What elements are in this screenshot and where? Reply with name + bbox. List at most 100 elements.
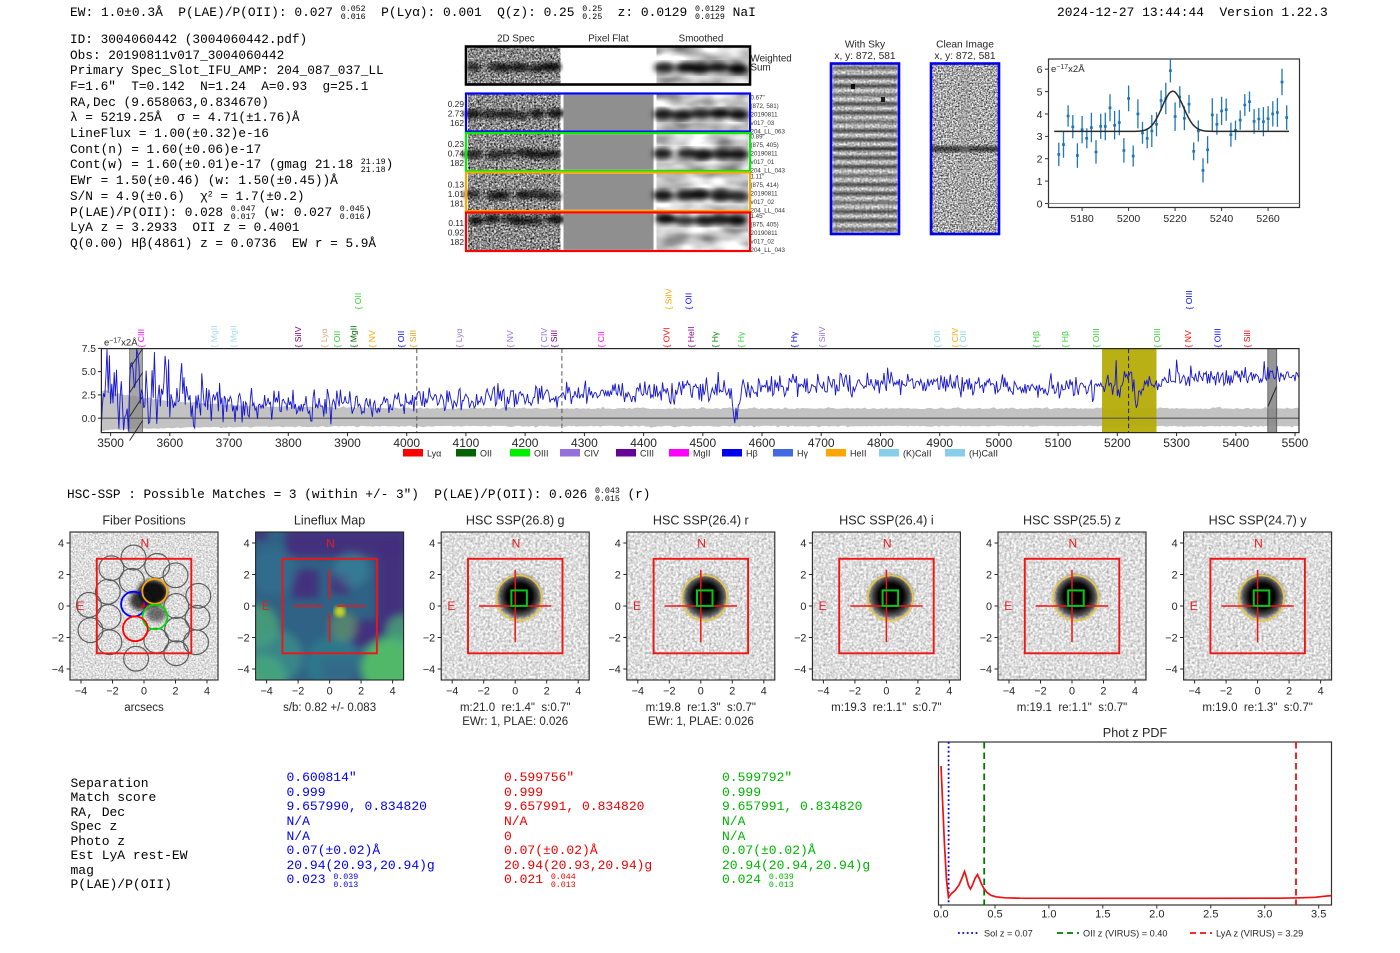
svg-text:4900: 4900 (926, 436, 953, 450)
svg-text:0.11: 0.11 (448, 218, 464, 228)
svg-text:−2: −2 (608, 632, 620, 644)
svg-text:0.29: 0.29 (448, 99, 465, 109)
svg-text:Phot z PDF: Phot z PDF (1103, 726, 1168, 740)
svg-text:5100: 5100 (1045, 436, 1072, 450)
svg-text:0: 0 (800, 601, 806, 613)
svg-text:2: 2 (58, 569, 64, 581)
svg-text:0.5: 0.5 (987, 909, 1002, 921)
svg-text:4500: 4500 (689, 436, 716, 450)
svg-text:−2: −2 (478, 686, 490, 698)
svg-text:{ OII: { OII (932, 331, 942, 348)
svg-text:−4: −4 (817, 686, 829, 698)
svg-text:−4: −4 (608, 664, 620, 676)
svg-text:2: 2 (729, 686, 735, 698)
svg-text:2.0: 2.0 (1149, 909, 1164, 921)
svg-text:204_LL_043: 204_LL_043 (751, 168, 786, 175)
svg-text:Sol z = 0.07: Sol z = 0.07 (984, 929, 1033, 939)
svg-text:1.5: 1.5 (1095, 909, 1110, 921)
svg-text:{ CII: { CII (596, 331, 606, 347)
svg-text:{ SiIV: { SiIV (664, 288, 674, 309)
svg-text:3700: 3700 (216, 436, 243, 450)
svg-text:{ MgII: { MgII (209, 326, 219, 348)
svg-text:182: 182 (450, 158, 464, 168)
svg-text:HSC SSP(26.8) g: HSC SSP(26.8) g (466, 514, 565, 528)
svg-text:0: 0 (244, 601, 250, 613)
svg-text:4: 4 (986, 538, 992, 550)
svg-text:5240: 5240 (1210, 213, 1234, 225)
svg-text:0.0: 0.0 (82, 414, 96, 425)
svg-text:2.73: 2.73 (448, 109, 465, 119)
svg-text:1.01: 1.01 (448, 189, 465, 199)
svg-text:2: 2 (1172, 569, 1178, 581)
svg-text:{ Hβ: { Hβ (1031, 331, 1041, 347)
svg-text:Lyα: Lyα (427, 449, 441, 459)
svg-text:OII z (VIRUS) = 0.40: OII z (VIRUS) = 0.40 (1083, 929, 1168, 939)
svg-text:−2: −2 (663, 686, 675, 698)
svg-text:−4: −4 (1188, 686, 1200, 698)
svg-text:5400: 5400 (1222, 436, 1249, 450)
svg-text:0: 0 (986, 601, 992, 613)
svg-text:Smoothed: Smoothed (679, 34, 724, 45)
svg-text:4: 4 (946, 686, 952, 698)
svg-text:204_LL_063: 204_LL_063 (751, 129, 786, 136)
svg-text:E: E (76, 599, 84, 613)
svg-text:20190811: 20190811 (751, 230, 779, 237)
svg-text:0: 0 (698, 686, 704, 698)
svg-text:0: 0 (1069, 686, 1075, 698)
svg-text:{ SiII: { SiII (408, 330, 418, 348)
svg-text:182: 182 (450, 237, 464, 247)
svg-text:E: E (1190, 599, 1198, 613)
svg-text:4: 4 (1132, 686, 1138, 698)
svg-text:OII: OII (480, 449, 492, 459)
svg-text:5260: 5260 (1256, 213, 1280, 225)
svg-text:0: 0 (141, 686, 147, 698)
svg-text:{ CIV: { CIV (539, 328, 549, 348)
svg-text:{ CIV: { CIV (950, 328, 960, 348)
svg-text:3500: 3500 (97, 436, 124, 450)
svg-text:Sum: Sum (751, 63, 771, 74)
svg-text:2: 2 (358, 686, 364, 698)
svg-text:m:19.3 re:1.1" s:0.7": m:19.3 re:1.1" s:0.7" (831, 702, 941, 714)
svg-text:m:21.0 re:1.4" s:0.7": m:21.0 re:1.4" s:0.7" (460, 702, 570, 714)
svg-text:Fiber Positions: Fiber Positions (102, 514, 185, 528)
svg-text:181: 181 (450, 199, 464, 209)
svg-text:0: 0 (512, 686, 518, 698)
svg-text:{ OII: { OII (396, 331, 406, 348)
svg-text:5180: 5180 (1070, 213, 1094, 225)
svg-text:{ NV: { NV (367, 330, 377, 347)
svg-text:2: 2 (429, 569, 435, 581)
svg-text:3: 3 (1037, 131, 1043, 143)
svg-text:2: 2 (544, 686, 550, 698)
svg-text:2: 2 (1100, 686, 1106, 698)
svg-text:CIII: CIII (640, 449, 654, 459)
svg-text:(875, 405): (875, 405) (751, 142, 779, 149)
svg-text:e−17x2Å: e−17x2Å (1051, 64, 1085, 75)
svg-text:2.5: 2.5 (1203, 909, 1218, 921)
svg-text:m:19.0 re:1.3" s:0.7": m:19.0 re:1.3" s:0.7" (1202, 702, 1312, 714)
svg-text:4400: 4400 (630, 436, 657, 450)
svg-text:1.45": 1.45" (751, 213, 765, 220)
svg-text:Weighted: Weighted (751, 54, 792, 65)
svg-text:{ OII: { OII (353, 293, 363, 310)
svg-text:Pixel Flat: Pixel Flat (588, 34, 629, 45)
svg-text:2: 2 (800, 569, 806, 581)
svg-text:0.0: 0.0 (933, 909, 948, 921)
svg-text:2: 2 (986, 569, 992, 581)
svg-text:4100: 4100 (453, 436, 480, 450)
svg-text:−2: −2 (106, 686, 118, 698)
svg-text:e−17x2Å: e−17x2Å (104, 338, 138, 349)
svg-text:3800: 3800 (275, 436, 302, 450)
svg-text:5.0: 5.0 (82, 367, 96, 378)
svg-text:4800: 4800 (867, 436, 894, 450)
svg-text:4: 4 (1172, 538, 1178, 550)
svg-text:−2: −2 (1220, 686, 1232, 698)
svg-text:6: 6 (1037, 64, 1043, 76)
svg-text:0.67": 0.67" (751, 95, 765, 102)
svg-text:Hβ: Hβ (746, 449, 758, 459)
svg-text:LyA z (VIRUS) = 3.29: LyA z (VIRUS) = 3.29 (1216, 929, 1303, 939)
svg-text:4: 4 (575, 686, 581, 698)
svg-text:Clean Image: Clean Image (936, 40, 994, 51)
svg-text:2: 2 (915, 686, 921, 698)
svg-text:−2: −2 (52, 632, 64, 644)
svg-text:v017_02: v017_02 (751, 239, 775, 246)
